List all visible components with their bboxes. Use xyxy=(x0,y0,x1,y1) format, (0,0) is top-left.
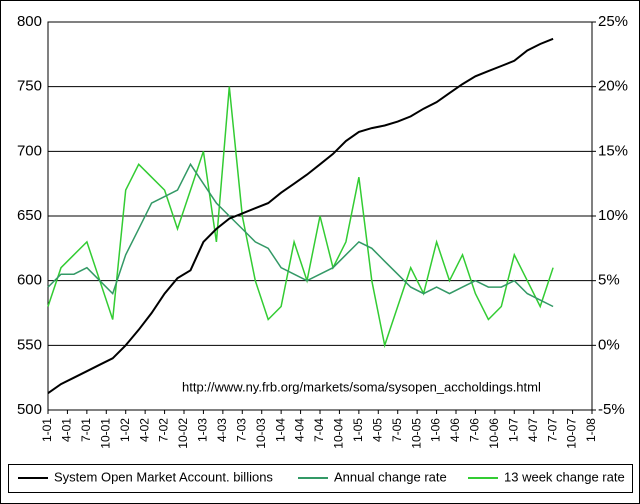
x-tick-label: 4-05 xyxy=(370,418,384,442)
x-tick-label: 10-06 xyxy=(487,418,501,449)
x-tick-label: 1-07 xyxy=(506,418,520,442)
x-tick-label: 1-02 xyxy=(118,418,132,442)
annotation: http://www.ny.frb.org/markets/soma/sysop… xyxy=(182,379,541,394)
y2-tick-label: 5% xyxy=(598,272,620,289)
legend-label: 13 week change rate xyxy=(504,469,625,484)
series-line xyxy=(47,37,554,395)
x-tick-label: 4-03 xyxy=(215,418,229,442)
x-tick-label: 1-01 xyxy=(40,418,54,442)
y-tick-label: 600 xyxy=(17,272,42,289)
x-tick-label: 4-06 xyxy=(448,418,462,442)
x-tick-label: 7-05 xyxy=(390,418,404,442)
x-tick-label: 10-01 xyxy=(98,418,112,449)
y-tick-label: 800 xyxy=(17,13,42,30)
y2-tick-label: -5% xyxy=(598,401,625,418)
series-line xyxy=(47,162,554,308)
x-tick-label: 4-04 xyxy=(293,418,307,442)
x-tick-label: 7-01 xyxy=(79,418,93,442)
x-tick-label: 7-06 xyxy=(468,418,482,442)
x-tick-label: 7-07 xyxy=(545,418,559,442)
x-tick-label: 10-07 xyxy=(565,418,579,449)
y-tick-label: 750 xyxy=(17,78,42,95)
y2-tick-label: 15% xyxy=(598,142,628,159)
x-tick-label: 4-02 xyxy=(137,418,151,442)
x-tick-label: 1-05 xyxy=(351,418,365,442)
y-tick-label: 700 xyxy=(17,142,42,159)
x-tick-label: 4-01 xyxy=(60,418,74,442)
x-tick-label: 7-02 xyxy=(157,418,171,442)
y2-tick-label: 25% xyxy=(598,13,628,30)
x-tick-label: 1-08 xyxy=(584,418,598,442)
y-tick-label: 550 xyxy=(17,336,42,353)
x-tick-label: 10-05 xyxy=(409,418,423,449)
y-tick-label: 650 xyxy=(17,207,42,224)
x-tick-label: 4-07 xyxy=(526,418,540,442)
x-tick-label: 7-04 xyxy=(312,418,326,442)
x-tick-label: 7-03 xyxy=(234,418,248,442)
y-tick-label: 500 xyxy=(17,401,42,418)
legend-label: Annual change rate xyxy=(334,469,447,484)
x-tick-label: 10-04 xyxy=(332,418,346,449)
x-tick-label: 1-03 xyxy=(196,418,210,442)
series-line xyxy=(47,86,554,349)
y2-tick-label: 20% xyxy=(598,78,628,95)
x-tick-label: 1-04 xyxy=(273,418,287,442)
y2-tick-label: 10% xyxy=(598,207,628,224)
x-tick-label: 1-06 xyxy=(429,418,443,442)
x-tick-label: 10-03 xyxy=(254,418,268,449)
y2-tick-label: 0% xyxy=(598,336,620,353)
x-tick-label: 10-02 xyxy=(176,418,190,449)
legend-label: System Open Market Account. billions xyxy=(54,469,273,484)
